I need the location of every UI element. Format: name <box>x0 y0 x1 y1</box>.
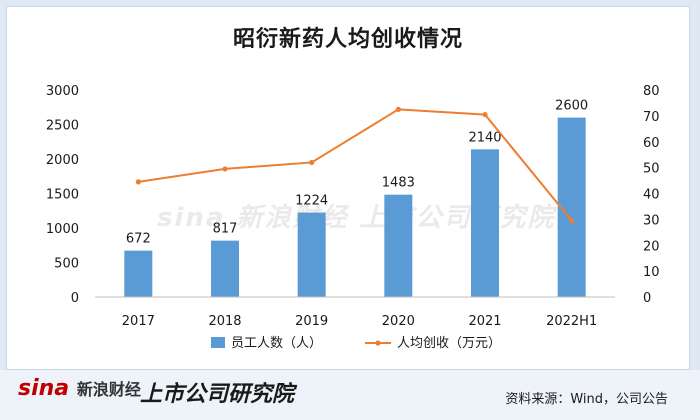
left-tick-label: 0 <box>71 291 79 306</box>
legend-line-marker <box>375 340 381 346</box>
x-axis: 2017 2018 2019 2020 2021 2022H1 <box>95 296 615 329</box>
footer: sina 新浪财经 上市公司研究院 资料来源：Wind，公司公告 <box>0 370 700 420</box>
bar <box>557 117 586 297</box>
x-tick-label: 2022H1 <box>546 314 597 329</box>
x-tick-label: 2021 <box>468 314 501 329</box>
line-point <box>222 166 228 172</box>
right-tick-label: 0 <box>643 291 651 306</box>
right-tick-label: 40 <box>643 188 660 203</box>
bar <box>211 240 239 297</box>
line-series <box>135 106 575 224</box>
right-tick-label: 10 <box>643 265 660 280</box>
bar-value-label: 817 <box>213 222 238 237</box>
bar <box>384 194 413 297</box>
right-tick-label: 70 <box>643 110 660 125</box>
x-tick-label: 2019 <box>295 314 328 329</box>
x-tick-label: 2020 <box>382 314 415 329</box>
bar-value-label: 2600 <box>555 99 588 114</box>
bar-value-labels: 672 817 1224 1483 2140 2600 <box>126 99 588 247</box>
line-point <box>309 159 315 166</box>
bar <box>297 212 326 297</box>
right-tick-label: 60 <box>643 136 660 151</box>
legend: 员工人数（人） 人均创收（万元） <box>211 336 501 351</box>
sina-logo: sina 新浪财经 <box>18 376 141 401</box>
x-tick-label: 2017 <box>122 314 155 329</box>
bar <box>124 250 153 297</box>
left-axis: 0 500 1000 1500 2000 2500 3000 <box>46 84 79 306</box>
left-tick-label: 500 <box>54 257 79 272</box>
right-tick-label: 20 <box>643 239 660 254</box>
right-axis: 0 10 20 30 40 50 60 70 80 <box>643 84 660 306</box>
line-point <box>395 106 401 113</box>
source-note: 资料来源：Wind，公司公告 <box>505 392 668 407</box>
right-tick-label: 30 <box>643 213 660 228</box>
line-point <box>569 218 575 224</box>
research-institute-logo: 上市公司研究院 <box>140 382 295 407</box>
bar-value-label: 1224 <box>295 194 328 209</box>
right-tick-label: 80 <box>643 84 660 99</box>
left-tick-label: 2500 <box>46 119 79 134</box>
legend-line-label: 人均创收（万元） <box>397 336 501 351</box>
bar-value-label: 2140 <box>468 130 501 145</box>
bar-value-label: 1483 <box>382 176 415 191</box>
line-point <box>135 179 141 185</box>
left-tick-label: 2000 <box>46 153 79 168</box>
left-tick-label: 3000 <box>46 84 79 99</box>
x-tick-label: 2018 <box>208 314 241 329</box>
sina-logo-cn: 新浪财经 <box>76 380 141 399</box>
line-path <box>138 108 573 222</box>
left-tick-label: 1500 <box>46 188 79 203</box>
plot-panel: 昭衍新药人均创收情况 sina 新浪财经 上市公司研究院 0 500 1000 150… <box>6 6 690 370</box>
chart-title: 昭衍新药人均创收情况 <box>232 27 463 52</box>
legend-bar-label: 员工人数（人） <box>231 336 322 351</box>
legend-bar-swatch <box>211 337 225 348</box>
bar-series <box>124 117 586 297</box>
bar-value-label: 672 <box>126 232 151 247</box>
right-tick-label: 50 <box>643 162 660 177</box>
combo-chart: 0 500 1000 1500 2000 2500 3000 0 10 20 30 40 50 60 70… <box>46 84 660 351</box>
bar <box>471 149 499 297</box>
sina-logo-text: sina <box>18 376 70 401</box>
line-point <box>482 111 488 118</box>
left-tick-label: 1000 <box>46 222 79 237</box>
